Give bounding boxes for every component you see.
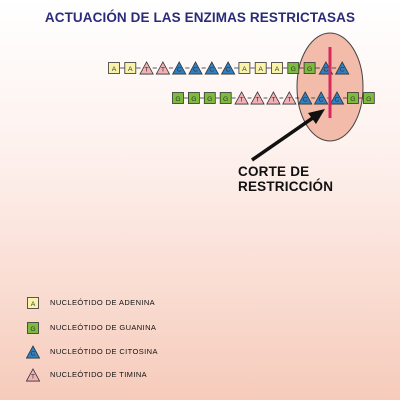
svg-text:G: G [223, 96, 228, 103]
svg-text:G: G [307, 66, 312, 73]
svg-text:C: C [209, 67, 214, 74]
svg-text:G: G [207, 96, 212, 103]
nucleotide-A: A [124, 62, 137, 74]
cut-label: CORTE DE RESTRICCIÓN [238, 164, 334, 194]
nucleotide-C: C [188, 61, 203, 75]
nucleotide-T: T [282, 91, 297, 105]
legend-label: NUCLEÓTIDO DE CITOSINA [50, 347, 158, 356]
svg-text:A: A [275, 66, 280, 73]
svg-text:C: C [226, 67, 231, 74]
nucleotide-C: C [171, 61, 187, 75]
nucleotide-A: A [108, 62, 120, 74]
cut-pointer-arrow-shaft [251, 113, 318, 162]
legend-label: NUCLEÓTIDO DE TIMINA [50, 370, 148, 379]
nucleotide-G: G [362, 92, 375, 104]
legend-label: NUCLEÓTIDO DE ADENINA [50, 298, 156, 307]
svg-text:A: A [128, 66, 133, 73]
svg-text:G: G [30, 326, 35, 333]
nucleotide-G: G [203, 92, 216, 104]
svg-text:C: C [177, 67, 182, 74]
svg-text:G: G [350, 96, 355, 103]
svg-text:C: C [335, 97, 340, 104]
svg-text:A: A [31, 301, 36, 308]
nucleotide-C: C [220, 61, 236, 75]
svg-text:C: C [193, 67, 198, 74]
nucleotide-G: G [287, 62, 300, 74]
svg-text:C: C [340, 67, 345, 74]
svg-text:G: G [366, 96, 371, 103]
svg-text:T: T [161, 67, 165, 74]
svg-text:T: T [145, 67, 149, 74]
nucleotide-C: C [297, 91, 313, 105]
nucleotide-T: T [155, 61, 171, 75]
nucleotide-T: T [250, 91, 265, 105]
svg-text:T: T [287, 97, 291, 104]
nucleotide-G: G [303, 62, 316, 74]
svg-text:G: G [175, 96, 180, 103]
svg-text:A: A [112, 66, 117, 73]
svg-text:C: C [323, 67, 328, 74]
svg-text:G: G [291, 66, 296, 73]
nucleotide-C: C [313, 91, 329, 105]
svg-text:T: T [271, 97, 275, 104]
svg-text:C: C [303, 97, 308, 104]
svg-text:G: G [191, 96, 196, 103]
nucleotide-C: C [329, 91, 345, 105]
nucleotide-C: C [334, 61, 350, 75]
dna-diagram: A A T T C C C C A A A G G C C G G G G T T T T C C C G G [108, 32, 375, 162]
page-title: ACTUACIÓN DE LAS ENZIMAS RESTRICTASAS [44, 10, 356, 25]
nucleotide-A: A [271, 62, 283, 74]
svg-text:C: C [31, 351, 36, 358]
nucleotide-A: A [254, 62, 267, 74]
triangle-T-icon: T [26, 368, 40, 382]
nucleotide-T: T [266, 91, 281, 105]
svg-text:T: T [240, 97, 244, 104]
cut-pointer-arrow-head [308, 109, 325, 124]
nucleotide-A: A [238, 62, 251, 74]
triangle-C-icon: C [26, 345, 40, 359]
legend-label: NUCLEÓTIDO DE GUANINA [50, 323, 157, 332]
svg-text:A: A [258, 66, 263, 73]
nucleotide-G: G [219, 92, 232, 104]
nucleotide-T: T [234, 91, 249, 105]
nucleotide-C: C [204, 61, 220, 75]
svg-text:T: T [255, 97, 259, 104]
nucleotide-G: G [172, 92, 184, 104]
square-A-icon: A [27, 297, 39, 309]
nucleotide-G: G [346, 92, 359, 104]
nucleotide-T: T [139, 61, 154, 75]
nucleotide-G: G [187, 92, 200, 104]
svg-text:C: C [319, 97, 324, 104]
square-G-icon: G [27, 322, 39, 334]
svg-text:T: T [31, 374, 35, 381]
svg-text:A: A [242, 66, 247, 73]
